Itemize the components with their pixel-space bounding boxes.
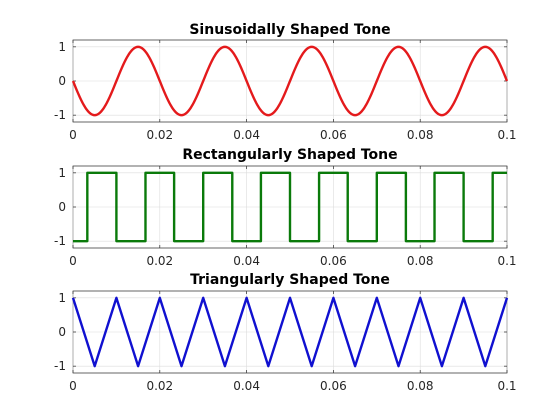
y-tick-label: 1	[58, 291, 66, 305]
series-line-0	[71, 296, 509, 368]
x-tick-label: 0.02	[146, 254, 173, 268]
x-tick-label: 0.08	[407, 254, 434, 268]
x-tick-label: 0.1	[497, 379, 516, 393]
series-lines	[73, 171, 507, 243]
y-tick-label: 1	[58, 166, 66, 180]
x-tick-label: 0	[69, 254, 77, 268]
subplot-rectangular: Rectangularly Shaped Tone 0 0.02 0.04 0.06 0…	[54, 147, 517, 268]
x-tick-label: 0.02	[146, 379, 173, 393]
series-lines	[71, 45, 509, 117]
subplot-sinusoidal: Sinusoidally Shaped Tone 0 0.02 0.04 0.06 0.…	[54, 22, 517, 142]
chart-title: Rectangularly Shaped Tone	[182, 147, 397, 163]
x-tick-label: 0	[69, 379, 77, 393]
tick-labels: 0 0.02 0.04 0.06 0.08 0.1-101	[54, 40, 517, 142]
subplot-triangular: Triangularly Shaped Tone 0 0.02 0.04 0.06 0.…	[54, 272, 517, 393]
series-line-0	[73, 171, 507, 243]
x-tick-label: 0.08	[407, 128, 434, 142]
x-tick-label: 0.06	[320, 379, 347, 393]
x-tick-label: 0.06	[320, 254, 347, 268]
x-tick-label: 0	[69, 128, 77, 142]
x-tick-label: 0.1	[497, 128, 516, 142]
x-tick-label: 0.02	[146, 128, 173, 142]
x-tick-label: 0.04	[233, 128, 260, 142]
y-tick-label: 1	[58, 40, 66, 54]
series-lines	[71, 296, 509, 368]
y-tick-label: -1	[54, 108, 66, 122]
x-tick-label: 0.04	[233, 379, 260, 393]
x-tick-label: 0.08	[407, 379, 434, 393]
chart-title: Triangularly Shaped Tone	[190, 272, 390, 288]
y-tick-label: -1	[54, 234, 66, 248]
x-tick-label: 0.1	[497, 254, 516, 268]
x-tick-label: 0.04	[233, 254, 260, 268]
y-tick-label: 0	[58, 74, 66, 88]
series-line-0	[71, 45, 509, 117]
tick-labels: 0 0.02 0.04 0.06 0.08 0.1-101	[54, 291, 517, 393]
y-tick-label: 0	[58, 200, 66, 214]
chart-title: Sinusoidally Shaped Tone	[189, 22, 390, 38]
x-tick-label: 0.06	[320, 128, 347, 142]
tick-labels: 0 0.02 0.04 0.06 0.08 0.1-101	[54, 166, 517, 268]
y-tick-label: -1	[54, 359, 66, 373]
y-tick-label: 0	[58, 325, 66, 339]
